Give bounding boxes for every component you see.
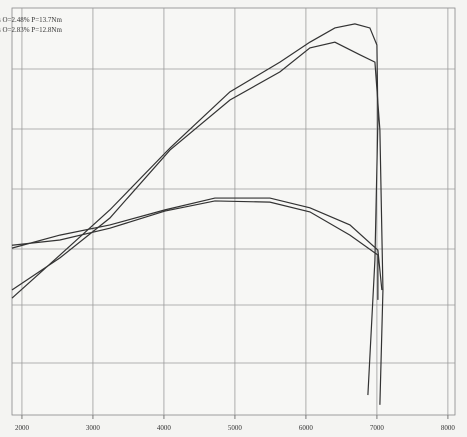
x-tick-label: 2000 [15, 424, 30, 432]
x-tick-label: 3000 [86, 424, 101, 432]
legend-entry: s O=2.48% P=13.7Nm [0, 16, 62, 24]
curve [11, 200, 379, 300]
x-tick-label: 8000 [441, 424, 456, 432]
x-tick-label: 7000 [370, 424, 385, 432]
curve [11, 41, 384, 405]
x-tick-label: 5000 [228, 424, 243, 432]
curve [11, 197, 383, 291]
x-tick-label: 6000 [299, 424, 314, 432]
x-tick-label: 4000 [157, 424, 172, 432]
legend-entry: s O=2.83% P=12.8Nm [0, 26, 62, 34]
